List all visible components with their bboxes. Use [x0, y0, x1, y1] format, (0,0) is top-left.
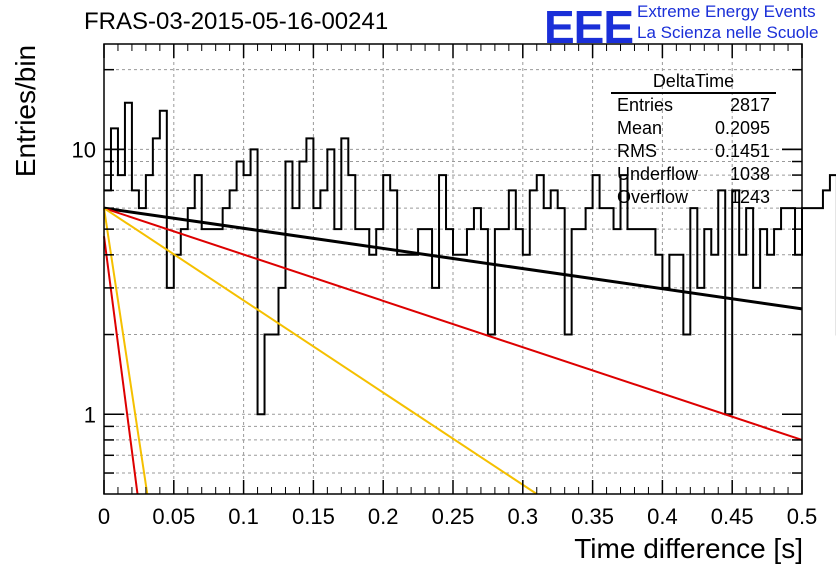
x-tick-label: 0.25 — [432, 504, 475, 529]
stats-value: 0.1451 — [714, 141, 770, 161]
stats-label: Entries — [617, 95, 674, 115]
stats-row-mean: Mean 0.2095 — [611, 117, 776, 140]
x-tick-label: 0.3 — [508, 504, 539, 529]
stats-row-entries: Entries 2817 — [611, 94, 776, 117]
x-tick-label: 0.05 — [152, 504, 195, 529]
fit-curve-black — [103, 206, 803, 311]
fit-curve-yellow — [103, 207, 538, 495]
y-tick-label: 1 — [84, 402, 96, 427]
fit-curve-red — [103, 236, 139, 495]
x-tick-label: 0.15 — [292, 504, 335, 529]
stats-value: 0.2095 — [714, 118, 770, 138]
stats-row-overflow: Overflow 1243 — [611, 186, 776, 209]
y-tick-label: 10 — [72, 137, 96, 162]
histogram-series — [104, 101, 836, 416]
stats-value: 2817 — [729, 95, 770, 115]
stats-label: Overflow — [617, 187, 689, 207]
stats-row-rms: RMS 0.1451 — [611, 140, 776, 163]
x-tick-label: 0 — [98, 504, 110, 529]
chart-title: FRAS-03-2015-05-16-00241 — [84, 8, 389, 35]
x-tick-label: 0.5 — [787, 504, 818, 529]
logo-line-1: Extreme Energy Events — [637, 2, 816, 21]
logo-line-2: La Scienza nelle Scuole — [637, 23, 819, 42]
stats-divider — [611, 92, 776, 94]
stats-label: RMS — [617, 141, 657, 161]
stats-title: DeltaTime — [652, 71, 735, 91]
x-tick-label: 0.4 — [647, 504, 678, 529]
stats-row-underflow: Underflow 1038 — [611, 163, 776, 186]
x-tick-label: 0.2 — [368, 504, 399, 529]
eee-logo-icon: EEE — [544, 1, 634, 53]
fit-curve-red — [103, 207, 803, 441]
x-axis-label: Time difference [s] — [574, 533, 803, 564]
y-axis-label: Entries/bin — [10, 44, 41, 178]
stats-value: 1038 — [729, 164, 770, 184]
stats-value: 1243 — [729, 187, 770, 207]
stats-box: DeltaTime Entries 2817 Mean 0.2095 RMS 0… — [611, 70, 776, 209]
stats-label: Mean — [617, 118, 663, 138]
fit-curve-yellow — [103, 208, 149, 495]
stats-label: Underflow — [617, 164, 699, 184]
x-tick-label: 0.35 — [571, 504, 614, 529]
x-tick-label: 0.1 — [228, 504, 259, 529]
x-tick-label: 0.45 — [711, 504, 754, 529]
